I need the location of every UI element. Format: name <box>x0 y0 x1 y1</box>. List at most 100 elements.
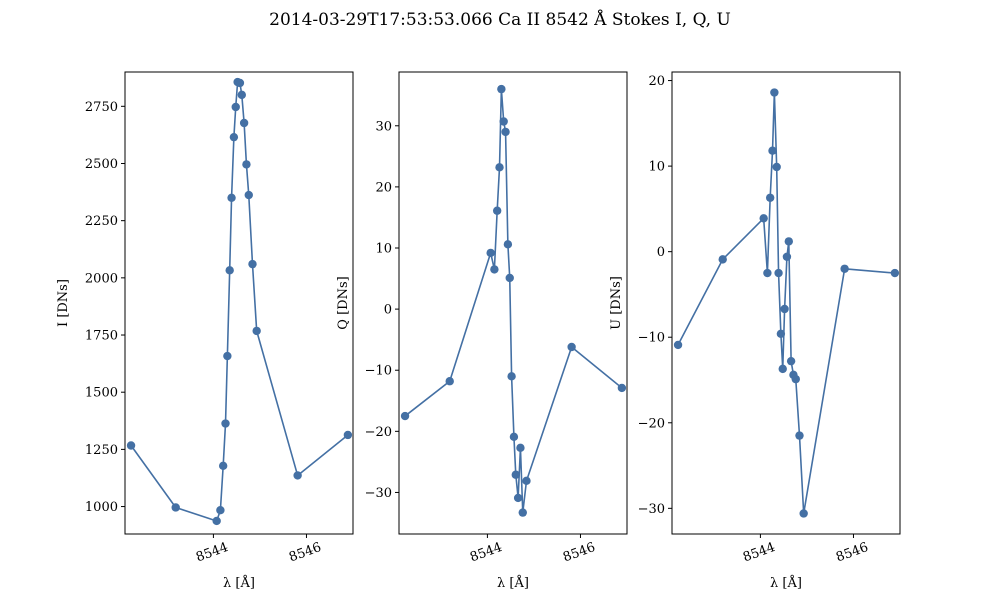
series-line <box>130 81 349 522</box>
y-tick-label: −20 <box>638 416 665 431</box>
data-point <box>400 411 410 421</box>
y-tick-label: 30 <box>375 119 392 134</box>
data-point <box>673 340 683 350</box>
y-tick-label: 1000 <box>85 500 118 515</box>
y-tick-label: 1250 <box>85 443 118 458</box>
data-point <box>774 268 783 278</box>
data-point <box>242 160 251 169</box>
y-tick-label: 2500 <box>85 157 118 172</box>
data-point <box>171 503 180 512</box>
data-point <box>221 419 230 428</box>
y-tick-label: 0 <box>384 303 392 318</box>
data-point <box>252 326 261 336</box>
data-point <box>231 102 240 112</box>
y-tick-label: 20 <box>648 74 665 89</box>
data-point <box>227 193 236 202</box>
y-tick-label: 20 <box>375 180 392 195</box>
data-point <box>216 506 225 515</box>
data-point <box>507 372 516 381</box>
data-point <box>486 248 495 258</box>
y-tick-label: −10 <box>638 331 665 346</box>
data-point <box>503 240 513 249</box>
x-tick-label: 8544 <box>194 540 230 565</box>
data-point <box>795 431 804 440</box>
data-point <box>126 441 136 450</box>
data-point <box>768 146 777 155</box>
data-point <box>516 443 525 453</box>
data-point <box>791 374 800 384</box>
x-tick-label: 8546 <box>287 540 323 565</box>
y-tick-label: 1750 <box>85 329 118 344</box>
data-point <box>497 84 506 94</box>
data-point <box>776 329 786 338</box>
data-point <box>212 516 221 526</box>
y-tick-label: −10 <box>365 364 392 379</box>
y-tick-label: −30 <box>638 502 665 517</box>
x-tick-label: 8544 <box>741 540 777 565</box>
data-point <box>495 163 504 172</box>
data-point <box>617 383 627 393</box>
data-point <box>772 162 781 172</box>
data-point <box>501 127 510 137</box>
y-tick-label: 2250 <box>85 214 118 229</box>
y-tick-label: 0 <box>657 245 665 260</box>
data-point <box>784 237 793 246</box>
data-point <box>509 432 519 442</box>
data-point <box>239 118 249 128</box>
data-point <box>780 304 789 314</box>
data-point <box>567 342 576 352</box>
data-point <box>522 476 531 486</box>
y-tick-label: 10 <box>648 160 665 175</box>
subplot-3: −30 −20 −10 0 10 20 8544 8546 λ [Å] U [DNs] <box>609 71 901 591</box>
data-point <box>511 470 520 479</box>
data-point <box>499 117 508 126</box>
y-axis-label: I [DNs] <box>56 279 71 327</box>
data-point <box>778 364 787 374</box>
y-tick-label: −30 <box>365 486 392 501</box>
x-tick-label: 8544 <box>468 540 504 565</box>
data-point <box>248 259 257 269</box>
x-axis-label: λ [Å] <box>497 575 529 591</box>
data-point <box>229 132 239 142</box>
data-point <box>840 264 849 273</box>
data-point <box>513 493 523 503</box>
y-tick-label: 2750 <box>85 100 118 115</box>
axes-frame <box>671 71 901 535</box>
data-point <box>890 268 900 278</box>
data-point <box>518 508 527 517</box>
data-point <box>218 461 228 471</box>
data-point <box>343 430 353 440</box>
subplot-2: −30 −20 −10 0 10 20 30 8544 8546 λ [Å] Q [DNs] <box>336 71 628 591</box>
subplot-1: 1000 1250 1500 1750 2000 2250 2500 2750 8544 8546… <box>56 71 354 591</box>
data-point <box>799 509 808 518</box>
y-tick-label: 10 <box>375 242 392 257</box>
x-axis-label: λ [Å] <box>770 575 802 591</box>
y-tick-label: 1500 <box>85 386 118 401</box>
y-tick-label: −20 <box>365 425 392 440</box>
data-point <box>505 273 514 283</box>
y-tick-label: 2000 <box>85 271 118 286</box>
data-point <box>765 193 775 202</box>
data-point <box>782 252 792 261</box>
axes-frame <box>124 71 354 535</box>
data-point <box>223 351 232 361</box>
data-point <box>718 255 727 264</box>
data-point <box>763 268 772 278</box>
y-axis-label: Q [DNs] <box>336 276 351 329</box>
series-line <box>677 91 895 515</box>
figure-title: 2014-03-29T17:53:53.066 Ca II 8542 Å Sto… <box>269 10 731 30</box>
data-point <box>492 206 502 215</box>
series-line <box>404 88 623 514</box>
data-point <box>237 90 246 100</box>
y-axis-label: U [DNs] <box>609 276 624 330</box>
data-point <box>759 214 768 223</box>
data-point <box>235 78 245 88</box>
x-tick-label: 8546 <box>834 540 870 565</box>
data-point <box>445 377 454 386</box>
data-point <box>225 266 234 275</box>
data-point <box>770 88 779 97</box>
x-tick-label: 8546 <box>561 540 597 565</box>
data-point <box>786 356 796 366</box>
data-point <box>244 190 253 200</box>
